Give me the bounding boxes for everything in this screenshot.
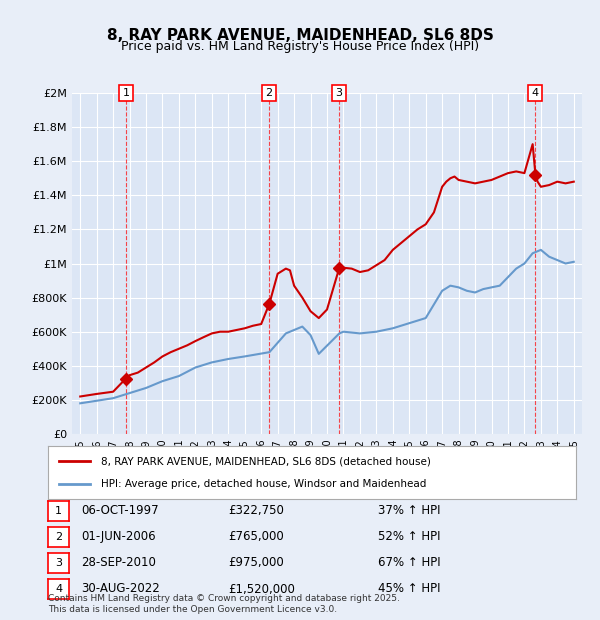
Text: £1,520,000: £1,520,000 — [228, 583, 295, 595]
Text: 45% ↑ HPI: 45% ↑ HPI — [378, 583, 440, 595]
Text: 30-AUG-2022: 30-AUG-2022 — [81, 583, 160, 595]
Text: 2: 2 — [265, 88, 272, 98]
Text: 52% ↑ HPI: 52% ↑ HPI — [378, 531, 440, 543]
Text: 8, RAY PARK AVENUE, MAIDENHEAD, SL6 8DS (detached house): 8, RAY PARK AVENUE, MAIDENHEAD, SL6 8DS … — [101, 456, 431, 466]
Text: £322,750: £322,750 — [228, 505, 284, 517]
Text: 28-SEP-2010: 28-SEP-2010 — [81, 557, 156, 569]
Text: HPI: Average price, detached house, Windsor and Maidenhead: HPI: Average price, detached house, Wind… — [101, 479, 426, 489]
Text: 37% ↑ HPI: 37% ↑ HPI — [378, 505, 440, 517]
Text: 4: 4 — [531, 88, 538, 98]
Text: 1: 1 — [55, 506, 62, 516]
Text: 3: 3 — [335, 88, 343, 98]
Text: £765,000: £765,000 — [228, 531, 284, 543]
Text: Price paid vs. HM Land Registry's House Price Index (HPI): Price paid vs. HM Land Registry's House … — [121, 40, 479, 53]
Text: 2: 2 — [55, 532, 62, 542]
Text: £975,000: £975,000 — [228, 557, 284, 569]
Text: 8, RAY PARK AVENUE, MAIDENHEAD, SL6 8DS: 8, RAY PARK AVENUE, MAIDENHEAD, SL6 8DS — [107, 28, 493, 43]
Text: 06-OCT-1997: 06-OCT-1997 — [81, 505, 158, 517]
Text: 3: 3 — [55, 558, 62, 568]
Text: 67% ↑ HPI: 67% ↑ HPI — [378, 557, 440, 569]
Text: 01-JUN-2006: 01-JUN-2006 — [81, 531, 155, 543]
Text: 1: 1 — [122, 88, 130, 98]
Text: 4: 4 — [55, 584, 62, 594]
Text: Contains HM Land Registry data © Crown copyright and database right 2025.
This d: Contains HM Land Registry data © Crown c… — [48, 595, 400, 614]
